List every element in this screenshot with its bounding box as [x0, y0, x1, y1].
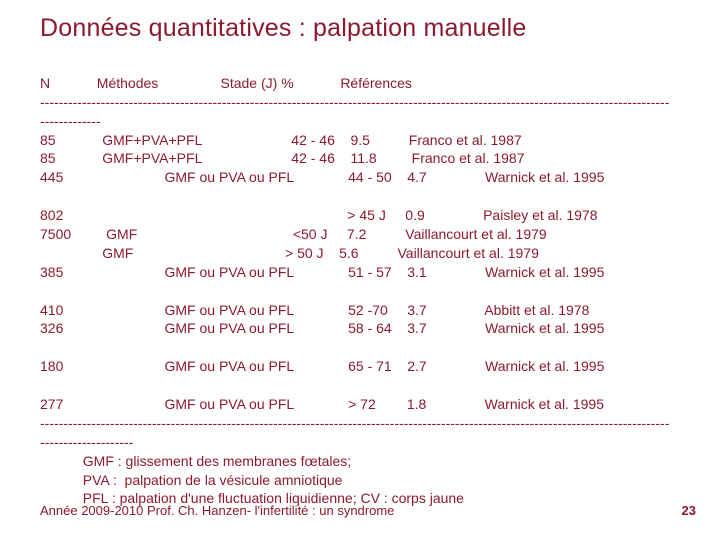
row-12: 180 GMF ou PVA ou PFL 65 - 71 2.7 Warnic…	[40, 358, 604, 374]
dash-line-1: ----------------------------------------…	[40, 94, 669, 110]
row-10: 326 GMF ou PVA ou PFL 58 - 64 3.7 Warnic…	[40, 320, 604, 336]
row-1: 85 GMF+PVA+PFL 42 - 46 11.8 Franco et al…	[40, 150, 525, 166]
dash-line-2b: --------------------	[40, 434, 133, 450]
page-title: Données quantitatives : palpation manuel…	[40, 14, 696, 43]
footer-text: Année 2009-2010 Prof. Ch. Hanzen- l'infe…	[40, 503, 696, 518]
legend-0: GMF : glissement des membranes fœtales;	[40, 453, 351, 469]
dash-line-1b: -------------	[40, 113, 101, 129]
row-5: 7500 GMF <50 J 7.2 Vaillancourt et al. 1…	[40, 226, 547, 242]
row-6: GMF > 50 J 5.6 Vaillancourt et al. 1979	[40, 245, 539, 261]
row-4: 802 > 45 J 0.9 Paisley et al. 1978	[40, 207, 598, 223]
row-0: 85 GMF+PVA+PFL 42 - 46 9.5 Franco et al.…	[40, 132, 522, 148]
dash-line-2: ----------------------------------------…	[40, 415, 669, 431]
row-14: 277 GMF ou PVA ou PFL > 72 1.8 Warnick e…	[40, 396, 604, 412]
header-row: N Méthodes Stade (J) % Références	[40, 75, 412, 91]
row-9: 410 GMF ou PVA ou PFL 52 -70 3.7 Abbitt …	[40, 302, 589, 318]
page-number: 23	[682, 503, 696, 518]
legend-1: PVA : palpation de la vésicule amniotiqu…	[40, 472, 342, 488]
data-block: N Méthodes Stade (J) % Références ------…	[40, 55, 696, 508]
row-7: 385 GMF ou PVA ou PFL 51 - 57 3.1 Warnic…	[40, 264, 604, 280]
row-2: 445 GMF ou PVA ou PFL 44 - 50 4.7 Warnic…	[40, 169, 604, 185]
